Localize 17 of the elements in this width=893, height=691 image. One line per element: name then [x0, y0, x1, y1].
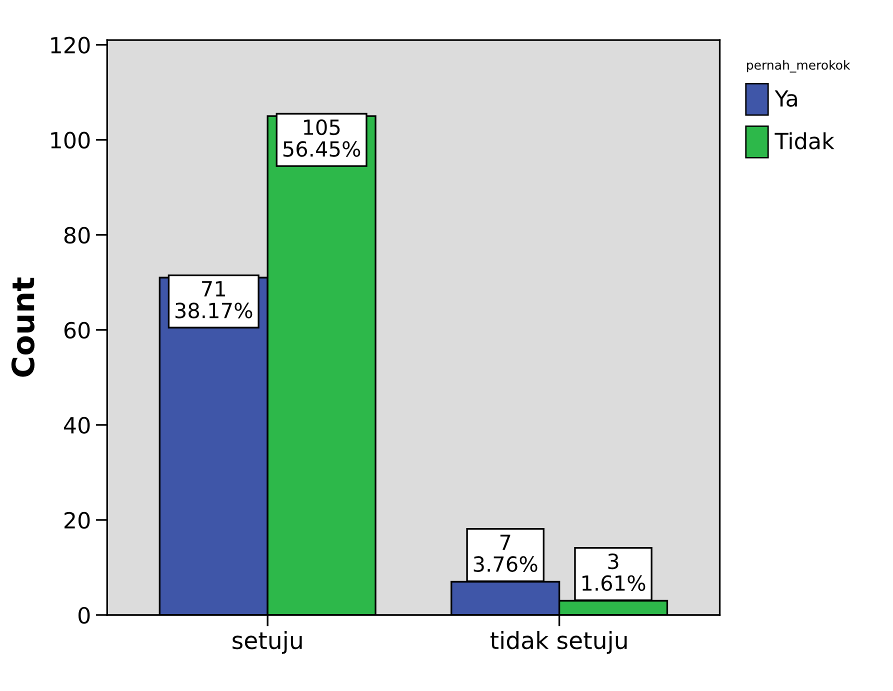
y-tick-label: 0 — [78, 606, 90, 624]
y-axis-title: Count — [11, 277, 35, 377]
y-tick-label: 60 — [64, 322, 90, 339]
data-label: 71 38.17% — [176, 281, 252, 318]
legend-title: pernah_merokok — [747, 60, 850, 73]
legend-label: Ya — [774, 90, 797, 107]
data-label: 105 56.45% — [283, 119, 360, 157]
y-tick-label: 80 — [64, 226, 90, 244]
y-tick-label: 120 — [51, 36, 90, 54]
data-label: 7 3.76% — [474, 534, 538, 572]
x-tick-label: setuju — [232, 630, 302, 654]
x-tick-label: tidak setuju — [490, 630, 627, 654]
legend-label: Tidak — [774, 132, 834, 150]
data-label: 3 1.61% — [582, 553, 646, 591]
y-tick-label: 100 — [51, 132, 90, 149]
y-tick-label: 40 — [64, 416, 90, 434]
y-tick-label: 20 — [64, 512, 90, 529]
